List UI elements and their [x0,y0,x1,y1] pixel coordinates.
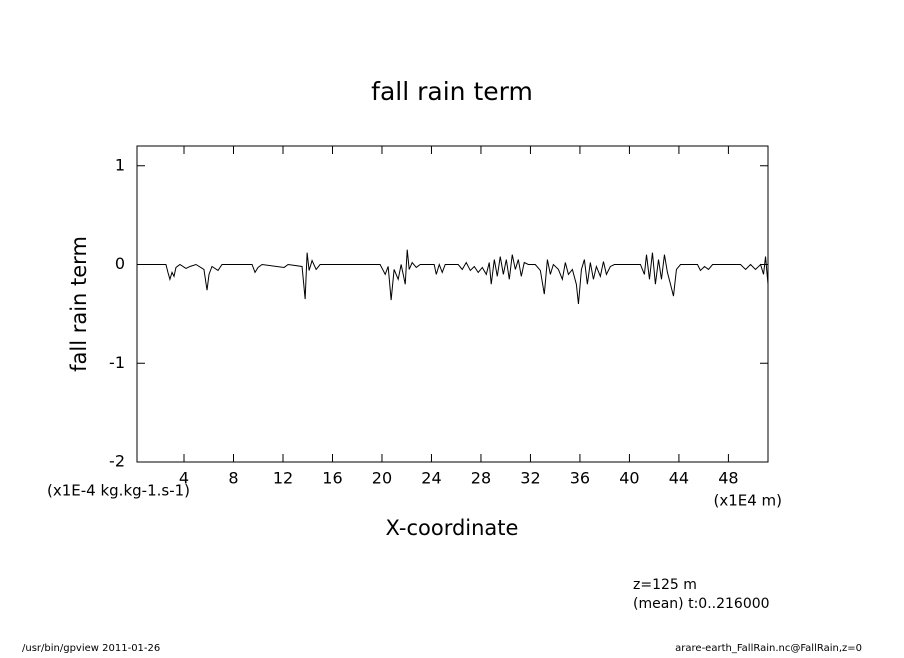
x-tick-label: 44 [669,469,689,488]
y-tick-label: 0 [115,254,125,273]
x-axis-label: X-coordinate [386,516,519,540]
x-tick-label: 48 [718,469,738,488]
x-tick-label: 4 [179,469,189,488]
x-tick-label: 20 [372,469,392,488]
x-tick-label: 12 [273,469,293,488]
annotation: z=125 m [633,577,697,593]
x-unit: (x1E4 m) [713,492,782,510]
x-tick-label: 32 [520,469,540,488]
x-tick-label: 16 [322,469,342,488]
x-tick-label: 28 [471,469,491,488]
annotation: (mean) t:0..216000 [633,596,770,612]
chart-title: fall rain term [371,77,533,106]
y-tick-label: -2 [109,452,125,471]
x-tick-label: 24 [421,469,441,488]
x-tick-label: 40 [619,469,639,488]
y-unit: (x1E-4 kg.kg-1.s-1) [47,482,190,500]
y-axis-label: fall rain term [67,236,91,372]
footer-right: arare-earth_FallRain.nc@FallRain,z=0 [675,643,862,654]
y-tick-label: 1 [115,155,125,174]
y-tick-label: -1 [109,353,125,372]
data-line [137,249,769,305]
footer-left: /usr/bin/gpview 2011-01-26 [22,643,160,654]
plot-frame [136,145,769,463]
x-tick-label: 36 [570,469,590,488]
x-tick-label: 8 [228,469,238,488]
